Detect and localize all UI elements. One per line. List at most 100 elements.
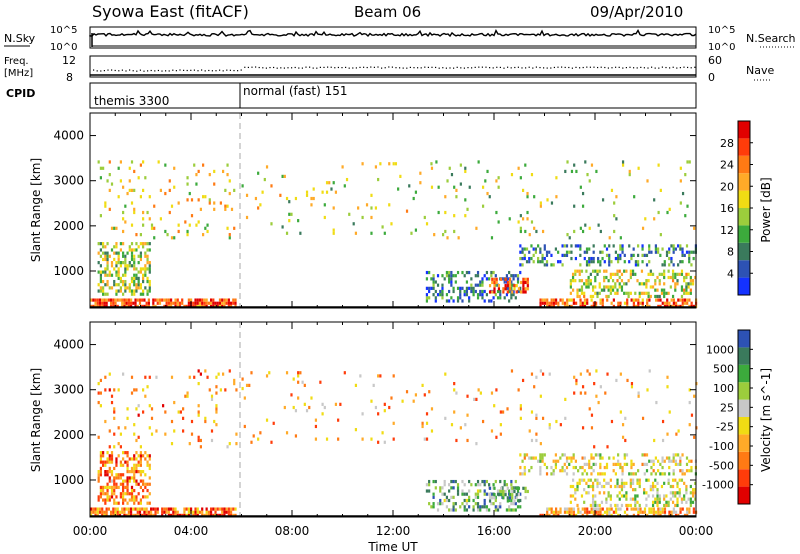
data-cell bbox=[683, 301, 687, 305]
data-cell bbox=[500, 277, 503, 281]
data-cell bbox=[388, 203, 391, 207]
data-cell bbox=[459, 286, 462, 290]
data-cell bbox=[629, 272, 632, 276]
data-cell bbox=[634, 500, 637, 504]
data-cell bbox=[441, 289, 444, 294]
data-cell bbox=[561, 253, 564, 257]
data-cell bbox=[517, 287, 521, 291]
data-cell bbox=[106, 257, 109, 262]
colorbar-segment bbox=[738, 260, 750, 278]
data-cell bbox=[199, 438, 202, 443]
data-cell bbox=[676, 500, 679, 504]
data-cell bbox=[672, 263, 675, 267]
data-cell bbox=[663, 288, 666, 292]
freq-dot bbox=[319, 66, 321, 68]
data-cell bbox=[184, 220, 187, 224]
data-cell bbox=[228, 179, 231, 183]
data-cell bbox=[104, 267, 107, 271]
data-cell bbox=[514, 508, 517, 512]
data-cell bbox=[511, 290, 514, 294]
freq-dot bbox=[478, 66, 480, 68]
data-cell bbox=[550, 465, 553, 470]
data-cell bbox=[448, 289, 451, 294]
data-cell bbox=[572, 465, 575, 470]
data-cell bbox=[488, 483, 491, 487]
data-cell bbox=[224, 207, 227, 211]
data-cell bbox=[225, 510, 228, 514]
data-cell bbox=[689, 282, 692, 286]
freq-dot bbox=[305, 66, 307, 68]
data-cell bbox=[130, 495, 134, 499]
data-cell bbox=[610, 419, 614, 424]
data-cell bbox=[645, 462, 649, 466]
data-cell bbox=[613, 229, 616, 234]
data-cell bbox=[312, 187, 315, 191]
data-cell bbox=[541, 453, 544, 457]
data-cell bbox=[663, 459, 666, 463]
data-cell bbox=[197, 369, 200, 373]
data-cell bbox=[497, 220, 500, 224]
data-cell bbox=[109, 510, 113, 514]
data-cell bbox=[671, 500, 675, 504]
data-cell bbox=[539, 394, 542, 398]
data-cell bbox=[450, 486, 453, 490]
freq-dot bbox=[568, 66, 570, 69]
data-cell bbox=[676, 279, 679, 283]
data-cell bbox=[643, 253, 646, 257]
data-cell bbox=[632, 301, 635, 305]
data-cell bbox=[539, 260, 542, 264]
data-cell bbox=[591, 294, 595, 299]
freq-dot bbox=[528, 66, 530, 68]
data-cell bbox=[126, 470, 129, 474]
freq-dot bbox=[550, 67, 552, 69]
data-cell bbox=[530, 256, 533, 261]
data-cell bbox=[688, 423, 691, 427]
freq-dot bbox=[391, 66, 393, 68]
data-cell bbox=[122, 482, 125, 486]
data-cell bbox=[650, 459, 653, 463]
data-cell bbox=[574, 491, 577, 495]
data-cell bbox=[586, 510, 589, 514]
data-cell bbox=[590, 465, 593, 470]
data-cell bbox=[285, 196, 289, 201]
data-cell bbox=[679, 462, 682, 466]
data-cell bbox=[668, 410, 671, 414]
data-cell bbox=[218, 507, 222, 511]
data-cell bbox=[468, 299, 471, 303]
data-cell bbox=[581, 465, 584, 470]
data-cell bbox=[609, 497, 612, 501]
data-cell bbox=[479, 293, 482, 297]
freq-dot bbox=[561, 66, 563, 68]
data-cell bbox=[519, 244, 522, 248]
data-cell bbox=[615, 195, 618, 199]
data-cell bbox=[126, 286, 129, 290]
freq-dot bbox=[283, 67, 285, 69]
data-cell bbox=[234, 507, 237, 511]
data-cell bbox=[110, 451, 114, 455]
data-cell bbox=[119, 289, 122, 293]
data-cell bbox=[142, 388, 145, 392]
data-cell bbox=[142, 267, 145, 271]
colorbar-segment bbox=[738, 242, 750, 261]
data-cell bbox=[539, 250, 542, 254]
data-cell bbox=[99, 473, 102, 477]
data-cell bbox=[288, 219, 291, 223]
date-label: 09/Apr/2010 bbox=[590, 3, 683, 21]
data-cell bbox=[392, 374, 395, 378]
data-cell bbox=[343, 184, 346, 188]
nsky-label: N.Sky bbox=[4, 32, 36, 45]
data-cell bbox=[343, 371, 346, 375]
data-cell bbox=[297, 371, 300, 375]
freq-dot bbox=[132, 70, 134, 72]
data-cell bbox=[497, 287, 501, 291]
data-cell bbox=[148, 463, 151, 467]
data-cell bbox=[623, 253, 626, 257]
data-cell bbox=[660, 484, 664, 489]
data-cell bbox=[493, 493, 496, 497]
data-cell bbox=[176, 301, 179, 305]
data-cell bbox=[594, 275, 597, 280]
data-cell bbox=[197, 169, 200, 174]
data-cell bbox=[608, 507, 611, 511]
data-cell bbox=[676, 497, 679, 501]
data-cell bbox=[187, 510, 190, 514]
